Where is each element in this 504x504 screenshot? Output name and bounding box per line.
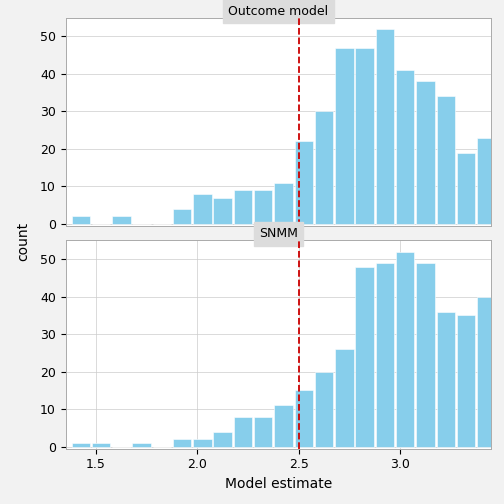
Bar xyxy=(72,443,90,447)
Bar xyxy=(497,311,504,447)
Bar xyxy=(416,82,435,224)
Bar xyxy=(375,263,394,447)
Bar xyxy=(92,443,110,447)
Bar xyxy=(375,29,394,224)
Bar xyxy=(396,70,414,224)
Bar xyxy=(315,111,333,224)
Bar xyxy=(214,198,232,224)
Bar xyxy=(355,267,374,447)
Text: count: count xyxy=(16,222,30,262)
Bar xyxy=(173,439,192,447)
Bar xyxy=(274,182,293,224)
Bar xyxy=(497,153,504,224)
Bar xyxy=(355,48,374,224)
Bar xyxy=(294,142,313,224)
Bar xyxy=(193,439,212,447)
Bar xyxy=(436,96,455,224)
Bar xyxy=(396,251,414,447)
Bar xyxy=(112,216,131,224)
Bar xyxy=(477,297,495,447)
Bar xyxy=(457,153,475,224)
Bar xyxy=(416,263,435,447)
Bar xyxy=(335,48,354,224)
Bar xyxy=(72,216,90,224)
Bar xyxy=(436,311,455,447)
Bar xyxy=(193,194,212,224)
Title: Outcome model: Outcome model xyxy=(228,5,329,18)
Bar xyxy=(254,417,273,447)
Bar xyxy=(234,190,252,224)
Bar xyxy=(133,443,151,447)
X-axis label: Model estimate: Model estimate xyxy=(225,477,332,491)
Bar xyxy=(214,432,232,447)
Bar xyxy=(173,209,192,224)
Bar xyxy=(274,405,293,447)
Bar xyxy=(315,371,333,447)
Bar xyxy=(477,138,495,224)
Bar xyxy=(254,190,273,224)
Bar xyxy=(335,349,354,447)
Bar xyxy=(294,391,313,447)
Title: SNMM: SNMM xyxy=(259,227,298,240)
Bar xyxy=(234,417,252,447)
Bar xyxy=(457,316,475,447)
